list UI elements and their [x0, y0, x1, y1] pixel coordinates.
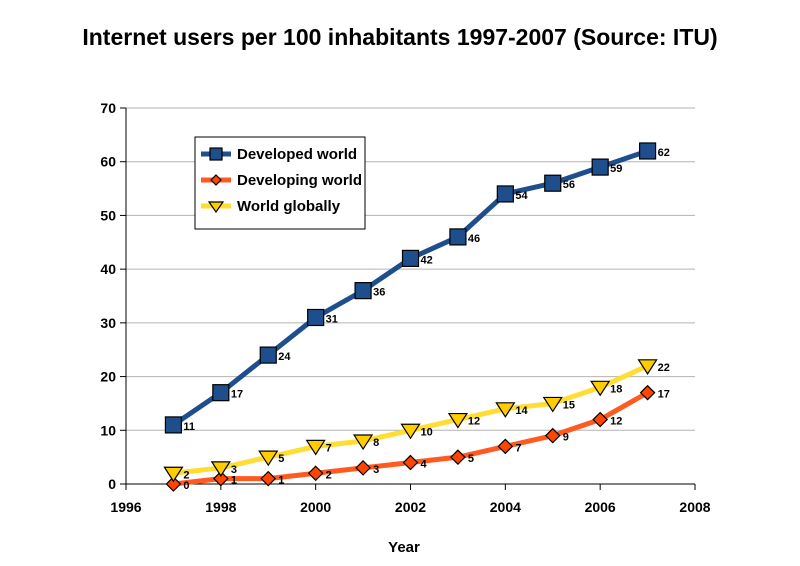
- data-point-1: [497, 438, 514, 455]
- legend-entry-label: Developing world: [237, 172, 362, 189]
- data-label-1: 1: [231, 475, 237, 487]
- data-label-1: 2: [326, 469, 332, 481]
- data-point-0: [401, 249, 420, 267]
- legend-marker: [209, 147, 223, 161]
- data-point-2: [258, 450, 279, 467]
- data-label-1: 5: [468, 453, 474, 465]
- data-label-0: 17: [231, 389, 243, 401]
- chart-title: Internet users per 100 inhabitants 1997-…: [82, 24, 718, 50]
- data-label-2: 5: [278, 453, 284, 465]
- data-label-2: 2: [183, 469, 189, 481]
- data-point-0: [164, 416, 183, 434]
- y-tick-label: 10: [100, 422, 116, 438]
- legend-marker: [207, 201, 225, 214]
- data-label-1: 7: [515, 442, 521, 454]
- legend-entry-label: Developed world: [237, 146, 357, 163]
- x-tick-label: 2000: [300, 499, 331, 515]
- data-point-2: [210, 461, 231, 477]
- y-tick-label: 20: [100, 369, 116, 385]
- data-label-2: 7: [326, 442, 332, 454]
- data-point-1: [260, 470, 277, 487]
- data-point-1: [402, 454, 419, 471]
- y-tick-label: 0: [108, 476, 116, 492]
- data-label-0: 31: [326, 313, 338, 325]
- data-point-1: [639, 384, 656, 401]
- data-point-0: [354, 282, 372, 300]
- legend-entry-label: World globally: [237, 198, 341, 215]
- data-label-2: 22: [658, 362, 670, 374]
- data-point-2: [542, 396, 563, 413]
- legend: Developed world Developing world World glo…: [194, 136, 366, 230]
- data-point-0: [307, 308, 325, 327]
- data-label-0: 62: [658, 147, 670, 159]
- y-tick-label: 30: [100, 315, 116, 331]
- data-point-1: [355, 460, 371, 476]
- data-point-1: [544, 427, 561, 444]
- y-tick-label: 60: [100, 154, 116, 170]
- data-point-1: [165, 476, 182, 492]
- y-tick-label: 70: [100, 100, 116, 116]
- data-label-2: 3: [231, 464, 237, 476]
- data-point-1: [212, 470, 229, 487]
- data-point-2: [590, 380, 611, 397]
- data-label-1: 3: [373, 464, 379, 476]
- data-point-1: [592, 411, 609, 428]
- data-label-0: 36: [373, 287, 385, 299]
- data-point-2: [495, 402, 516, 418]
- y-tick-label: 40: [100, 261, 116, 277]
- data-label-2: 18: [610, 383, 622, 395]
- series-lines: [163, 142, 658, 492]
- x-tick-label: 1998: [205, 499, 236, 515]
- data-point-2: [637, 359, 658, 375]
- data-label-0: 11: [183, 421, 195, 433]
- data-point-0: [544, 174, 562, 192]
- data-point-0: [212, 384, 230, 402]
- data-point-1: [307, 465, 324, 482]
- x-tick-label: 2006: [585, 499, 616, 515]
- x-axis-title: Year: [388, 539, 420, 556]
- x-tick-label: 1996: [110, 499, 141, 515]
- data-label-0: 24: [278, 351, 291, 363]
- data-label-0: 56: [563, 179, 575, 191]
- data-point-0: [591, 158, 609, 176]
- data-label-1: 17: [658, 389, 670, 401]
- data-label-1: 12: [610, 416, 622, 428]
- data-point-2: [305, 439, 326, 456]
- x-tick-label: 2002: [395, 499, 426, 515]
- data-label-1: 4: [421, 459, 428, 471]
- x-tick-label: 2004: [490, 499, 521, 515]
- data-label-1: 1: [278, 475, 284, 487]
- y-tick-label: 50: [100, 207, 116, 223]
- x-tick-label: 2008: [679, 499, 710, 515]
- data-point-2: [352, 434, 374, 451]
- data-label-2: 8: [373, 437, 379, 449]
- data-label-0: 59: [610, 163, 622, 175]
- legend-marker: [210, 174, 222, 186]
- data-label-2: 15: [563, 399, 575, 411]
- data-label-0: 54: [515, 190, 528, 202]
- data-label-1: 9: [563, 432, 569, 444]
- data-label-0: 46: [468, 233, 480, 245]
- data-point-2: [447, 412, 469, 429]
- data-label-1: 0: [183, 480, 189, 492]
- data-label-2: 10: [421, 426, 433, 438]
- data-label-2: 14: [515, 405, 528, 417]
- data-point-2: [400, 423, 421, 440]
- data-label-2: 12: [468, 416, 480, 428]
- data-point-0: [638, 142, 657, 160]
- data-label-0: 42: [421, 254, 433, 266]
- data-point-1: [450, 449, 466, 465]
- data-point-0: [449, 228, 467, 246]
- data-point-0: [259, 346, 277, 364]
- data-point-2: [163, 466, 184, 483]
- data-point-0: [496, 185, 514, 203]
